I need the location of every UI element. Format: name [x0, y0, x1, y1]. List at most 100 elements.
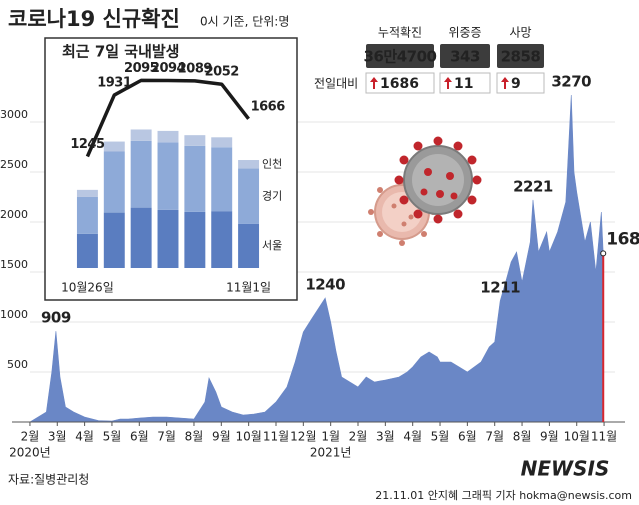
x-tick-label: 11월1일: [226, 281, 271, 295]
bar-segment: [211, 211, 233, 268]
change-box: [365, 72, 435, 94]
x-tick-label: 11월: [591, 430, 617, 444]
data-label: 1211: [480, 278, 520, 296]
series-label: 인천: [262, 156, 282, 170]
year-label: 2020년: [9, 446, 51, 460]
y-tick-label: 1000: [0, 308, 28, 321]
up-arrow: [370, 77, 378, 89]
x-tick-label: 3월: [376, 430, 395, 444]
credit: 21.11.01 안지혜 그래픽 기자 hokma@newsis.com: [375, 489, 632, 502]
x-tick-label: 9월: [212, 430, 231, 444]
y-tick-label: 2000: [0, 208, 28, 221]
x-tick-label: 6월: [130, 430, 149, 444]
stat-change: 1686: [380, 76, 419, 92]
data-label: 1686: [606, 229, 639, 249]
stats-panel: 누적확진 36만4700 1686 위중증 343 11 사망 2858 9 전일대비: [314, 26, 545, 94]
bar-segment: [157, 209, 179, 268]
stat-change: 11: [454, 76, 473, 92]
inset-title: 최근 7일 국내발생: [62, 43, 179, 61]
stat-header: 사망: [509, 26, 531, 40]
x-tick-label: 12월: [290, 430, 316, 444]
y-tick-label: 3000: [0, 108, 28, 121]
bar-segment: [211, 147, 233, 212]
stat-box: [366, 44, 434, 68]
stat-total: 2858: [501, 48, 541, 66]
data-label: 3270: [551, 73, 591, 91]
line-label: 1666: [251, 99, 286, 114]
x-tick-label: 2월: [349, 430, 368, 444]
y-tick-label: 1500: [0, 258, 28, 271]
x-tick-label: 7월: [485, 430, 504, 444]
bar-segment: [103, 212, 125, 268]
bar-segment: [76, 233, 98, 268]
change-label: 전일대비: [314, 77, 358, 91]
bar-segment: [76, 196, 98, 234]
data-label: 909: [41, 309, 71, 327]
stat-header: 누적확진: [378, 26, 422, 40]
x-tick-label: 8월: [185, 430, 204, 444]
total-line: [85, 78, 250, 158]
x-tick-label: 3월: [48, 430, 67, 444]
x-tick-label: 10월26일: [61, 281, 114, 295]
line-label: 2052: [205, 65, 239, 80]
logo: NEWSIS: [521, 457, 610, 481]
line-label: 2095: [124, 61, 159, 76]
x-tick-label: 11월: [263, 430, 289, 444]
bar-segment: [76, 189, 98, 197]
bar-segment: [211, 137, 233, 148]
stat-total: 36만4700: [364, 48, 437, 66]
x-tick-label: 2월: [21, 430, 40, 444]
chart-title: 코로나19 신규확진: [8, 7, 180, 31]
y-tick-label: 500: [7, 358, 28, 371]
bar-segment: [238, 160, 260, 169]
stat-total: 343: [450, 48, 480, 66]
series-label: 서울: [262, 239, 282, 252]
x-tick-label: 5월: [431, 430, 450, 444]
change-box: [439, 72, 491, 94]
x-tick-label: 6월: [458, 430, 477, 444]
bar-segment: [103, 141, 125, 152]
change-box: [496, 72, 545, 94]
bar-segment: [103, 151, 125, 213]
stat-box: [497, 44, 544, 68]
bar-segment: [157, 130, 179, 143]
stat-box: [440, 44, 490, 68]
x-tick-label: 9월: [540, 430, 559, 444]
virus-illustration: [368, 136, 482, 246]
bar-segment: [238, 223, 260, 268]
bar-segment: [238, 168, 260, 224]
line-label: 2089: [178, 61, 213, 76]
x-tick-label: 7월: [157, 430, 176, 444]
x-tick-label: 4월: [403, 430, 422, 444]
up-arrow: [501, 77, 509, 89]
bar-segment: [157, 142, 179, 210]
series-label: 경기: [262, 189, 282, 202]
bar-segment: [184, 211, 206, 268]
line-label: 2094: [151, 61, 186, 76]
year-label: 2021년: [310, 446, 352, 460]
line-label: 1931: [97, 76, 132, 91]
bar-segment: [130, 140, 152, 208]
bar-segment: [130, 129, 152, 141]
y-tick-label: 2500: [0, 158, 28, 171]
bar-segment: [184, 145, 206, 212]
x-tick-label: 1월: [321, 430, 340, 444]
area: [28, 94, 604, 423]
stat-header: 위중증: [448, 26, 481, 40]
bar-segment: [130, 207, 152, 268]
x-tick-label: 4월: [75, 430, 94, 444]
source: 자료:질병관리청: [8, 473, 89, 487]
up-arrow: [444, 77, 452, 89]
line-label: 1245: [70, 137, 105, 152]
data-label: 1240: [305, 276, 345, 294]
bar-segment: [184, 135, 206, 146]
x-tick-label: 5월: [103, 430, 122, 444]
x-tick-label: 10월: [564, 430, 590, 444]
x-tick-label: 10월: [235, 430, 261, 444]
chart-subtitle: 0시 기준, 단위:명: [200, 15, 289, 29]
x-tick-label: 8월: [513, 430, 532, 444]
latest-point: [600, 250, 607, 257]
stat-change: 9: [511, 76, 521, 92]
